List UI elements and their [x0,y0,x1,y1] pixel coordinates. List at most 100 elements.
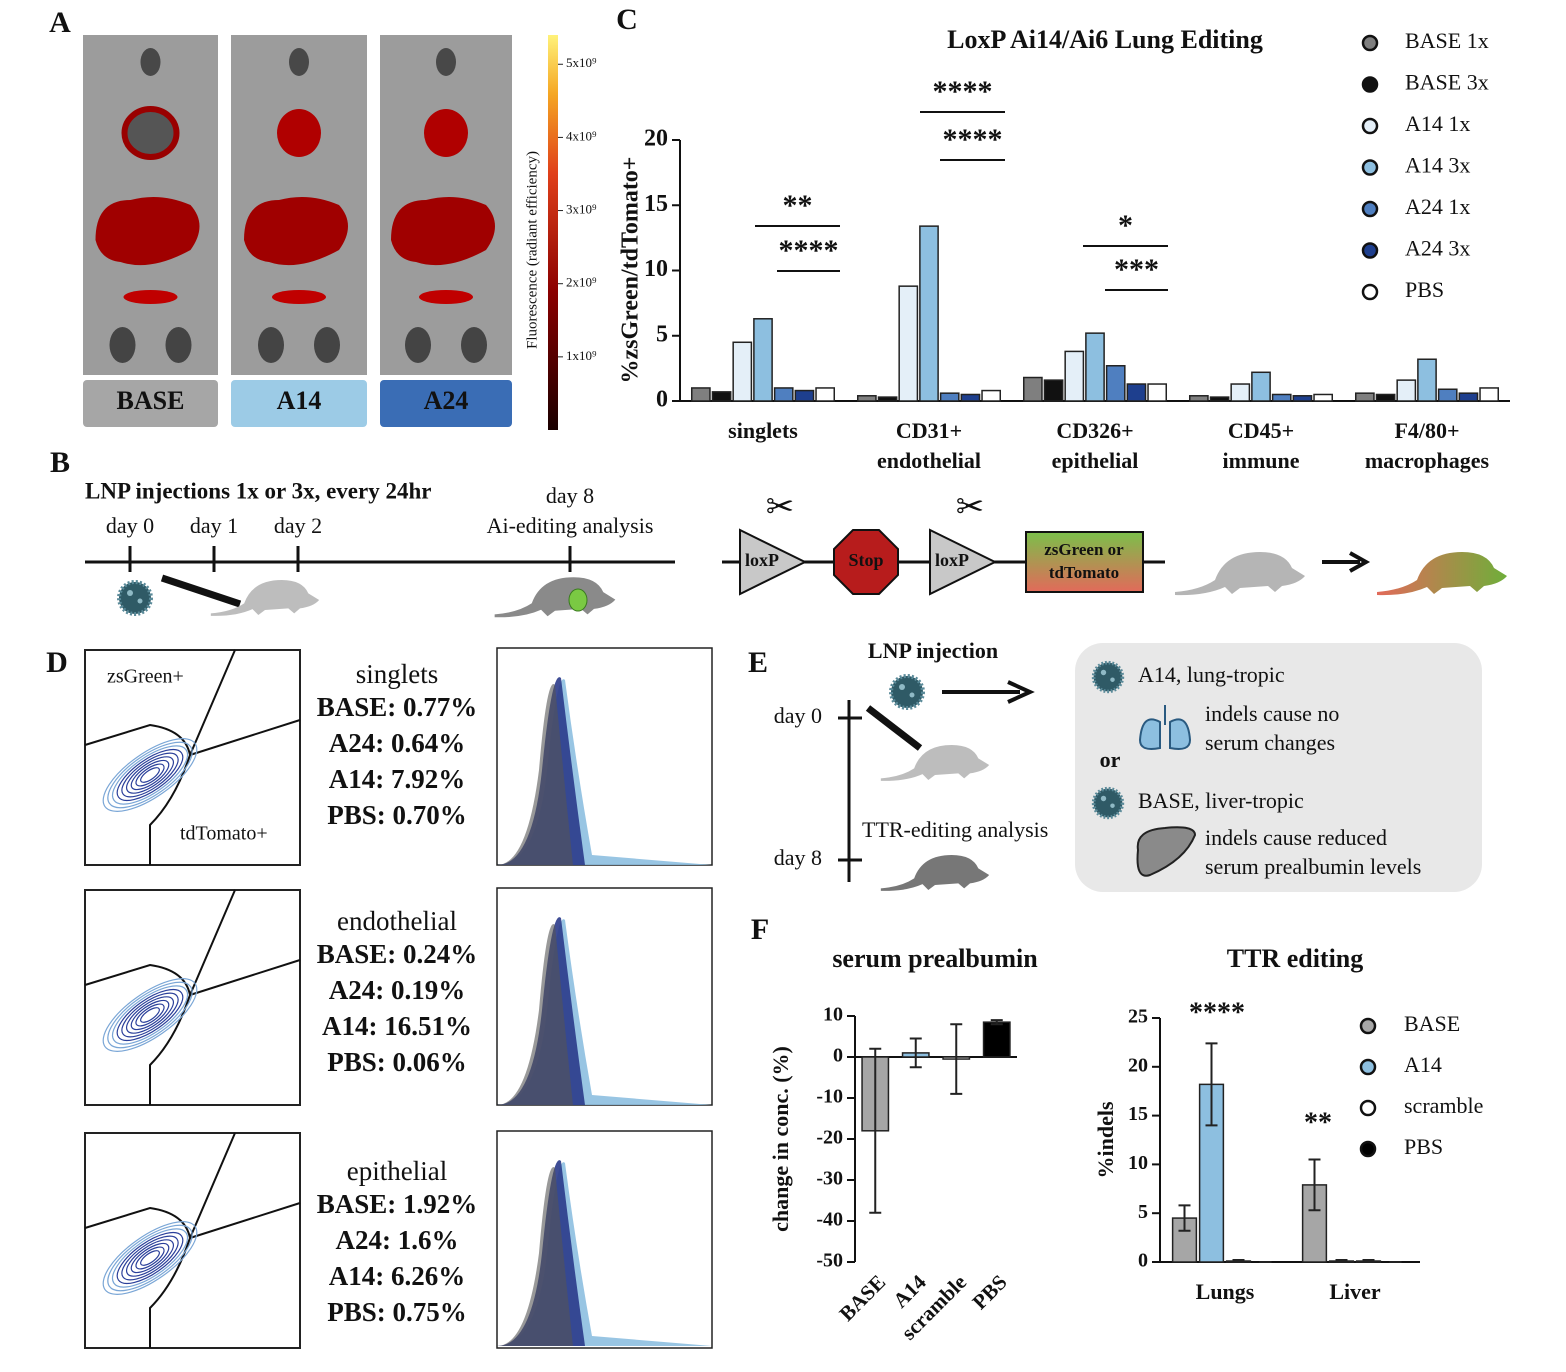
bar [981,389,1002,402]
significance-label: **** [779,234,839,267]
group-label: A24 [424,386,469,415]
bar [1147,383,1168,402]
chart-title: TTR editing [1227,944,1364,973]
significance-label: ** [1304,1107,1332,1138]
chart-title: LoxP Ai14/Ai6 Lung Editing [947,25,1263,54]
y-tick-label: 25 [1128,1006,1148,1028]
scissors: ✂ [956,489,985,526]
lung-icon [1138,705,1192,750]
legend-marker [1361,159,1379,176]
injection-title: LNP injection [868,638,998,663]
mouse [1377,552,1507,596]
significance-label: *** [1114,253,1159,286]
y-tick-label: 0 [833,1045,843,1067]
lnp-icon [889,674,925,710]
day-label: day 2 [274,513,322,538]
percent-label: A14: 6.26% [329,1261,466,1291]
contour [111,1228,189,1288]
day-label: day 0 [774,703,822,728]
bar [732,341,753,402]
option-note: indels cause reduced [1205,825,1387,850]
arrow [942,680,1035,704]
bar [1188,395,1209,402]
day-label: day 8 [774,845,822,870]
legend-marker [1361,117,1379,135]
colorbar-tick-label: 2x10⁹ [566,275,597,290]
contour [121,1235,179,1281]
option-note: serum prealbumin levels [1205,854,1421,879]
lnp-icon [117,580,153,616]
colorbar-tick-label: 3x10⁹ [566,202,597,217]
legend-label: BASE 1x [1405,28,1489,53]
bar [1085,332,1105,402]
legend-label: BASE 3x [1405,70,1489,95]
contour [102,738,198,812]
percent-label: A24: 1.6% [336,1225,459,1255]
kidney [405,327,431,363]
reporter-box [1025,531,1144,593]
option-name: A14, lung-tropic [1138,662,1285,687]
stop-sign [833,529,899,595]
arrow [1322,551,1371,573]
bar [794,389,815,402]
legend-marker [1361,200,1379,218]
x-tick-label: Liver [1329,1279,1381,1304]
error-bar [1178,1204,1191,1232]
bar [1271,393,1292,402]
liver-icon [1136,826,1197,877]
error-bar [1362,1259,1375,1263]
reporter-label: zsGreen or [1044,540,1124,559]
contour [126,1239,174,1277]
contour [107,981,193,1049]
legend-label: BASE [1404,1011,1460,1036]
lung [121,106,180,160]
legend-marker [1361,34,1379,52]
y-tick-label: 10 [644,256,668,282]
error-bar [990,1019,1003,1026]
legend-label: A24 1x [1405,194,1470,219]
syringe [160,574,242,608]
y-tick-label: 20 [644,126,668,152]
flow-plot [84,889,301,1106]
bar [939,392,960,402]
colorbar-tick-label: 4x10⁹ [566,128,597,143]
group-label: BASE [117,386,185,415]
gate-label: zsGreen+ [107,666,184,688]
y-tick-label: 5 [656,321,668,347]
liver [391,196,495,266]
error-bar [1232,1259,1245,1263]
bar [1458,392,1479,402]
contour [126,996,174,1034]
population-title: epithelial [347,1156,447,1186]
or-label: or [1100,747,1121,772]
percent-label: A24: 0.64% [329,728,466,758]
lnp-icon [1091,660,1125,694]
percent-label: A24: 0.19% [329,975,466,1005]
bar [753,318,773,402]
bar [960,393,981,402]
loxp-label: loxP [935,550,969,570]
panel-letter: E [748,646,768,679]
percent-label: BASE: 0.77% [317,692,478,722]
mouse [880,745,990,781]
loxp [929,528,998,596]
group-label: A14 [277,386,322,415]
legend-label: A14 [1404,1052,1442,1077]
lnp-icon [1091,786,1125,820]
kidney [109,327,136,363]
mouse [494,577,616,618]
bar [690,387,711,402]
y-tick-label: 5 [1138,1201,1148,1223]
bar [1292,395,1313,402]
significance-label: ** [783,189,813,222]
legend-marker [1359,1140,1377,1158]
percent-label: A14: 16.51% [322,1011,472,1041]
stop-label: Stop [848,550,883,570]
contour [130,759,170,791]
x-tick-label: CD326+ epithelial [1052,418,1139,473]
heart [140,48,161,76]
bar [1126,383,1147,402]
percent-label: PBS: 0.75% [327,1297,467,1327]
flow-plot [84,1132,301,1349]
contour [121,992,179,1038]
